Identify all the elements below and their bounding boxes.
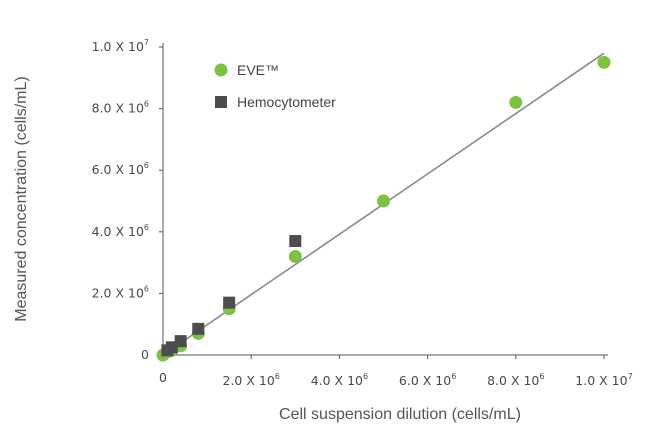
x-tick-label-zero: 0 — [159, 370, 167, 385]
y-axis-title: Measured concentration (cells/mL) — [13, 76, 30, 321]
y-tick-label: 6.0 X 106 — [92, 161, 149, 177]
legend: EVE™ Hemocytometer — [214, 62, 336, 110]
x-tick-label: 8.0 X 106 — [487, 372, 544, 388]
legend-circle-marker — [214, 63, 228, 77]
hemocytometer-data-point — [174, 335, 187, 348]
legend-square-marker — [215, 96, 227, 108]
legend-label: Hemocytometer — [237, 94, 336, 110]
y-tick-label: 0 — [141, 347, 149, 362]
eve-data-point — [377, 194, 390, 208]
x-tick-label: 6.0 X 106 — [399, 372, 456, 388]
legend-label: EVE™ — [237, 62, 279, 78]
x-tick-label: 4.0 X 106 — [311, 372, 368, 388]
y-tick-label: 8.0 X 106 — [92, 100, 149, 116]
y-tick-group: 0 2.0 X 106 4.0 X 106 6.0 X 106 8.0 X 106 1.0… — [92, 38, 163, 362]
eve-data-point — [597, 55, 611, 69]
y-tick-label: 1.0 X 107 — [92, 38, 149, 54]
y-tick-label: 4.0 X 106 — [92, 223, 149, 239]
eve-data-point — [288, 249, 302, 263]
data-points-group — [156, 55, 611, 362]
x-axis-title: Cell suspension dilution (cells/mL) — [279, 406, 521, 423]
x-tick-group: 2.0 X 106 4.0 X 106 6.0 X 106 8.0 X 106 1.0 … — [159, 355, 633, 388]
y-tick-label: 2.0 X 106 — [92, 284, 149, 300]
hemocytometer-data-point — [223, 296, 236, 309]
hemocytometer-data-point — [192, 322, 205, 335]
x-tick-label: 1.0 X 107 — [575, 372, 632, 388]
hemocytometer-data-point — [289, 235, 302, 248]
x-tick-label: 2.0 X 106 — [223, 372, 280, 388]
axes — [162, 43, 608, 356]
eve-data-point — [509, 95, 523, 109]
